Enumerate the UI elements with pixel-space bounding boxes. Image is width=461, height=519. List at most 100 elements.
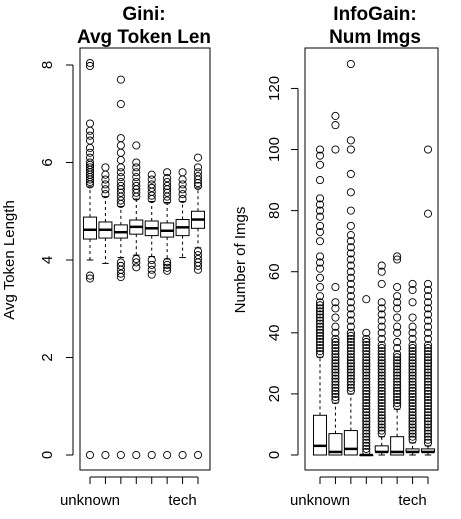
panel-infogain-outlier-point bbox=[377, 350, 386, 359]
panel-gini-y-tick-label: 0 bbox=[39, 451, 56, 459]
panel-gini-box-6 bbox=[160, 168, 175, 460]
panel-infogain-outlier-point bbox=[423, 399, 433, 408]
panel-infogain-outlier-point bbox=[408, 353, 417, 362]
panel-infogain-outlier-point bbox=[315, 316, 325, 325]
panel-infogain-outlier-point bbox=[362, 414, 371, 423]
panel-infogain-outlier-point bbox=[377, 414, 386, 423]
panel-gini-outlier-point bbox=[132, 163, 141, 172]
panel-infogain-box-4 bbox=[359, 295, 374, 457]
panel-infogain-outlier-point bbox=[331, 322, 340, 331]
panel-gini-outlier-point bbox=[85, 271, 95, 280]
panel-infogain-outlier-point bbox=[408, 399, 417, 408]
panel-infogain-outlier-point bbox=[362, 402, 371, 411]
panel-infogain-box-6 bbox=[390, 252, 405, 456]
panel-infogain-outlier-point bbox=[362, 350, 371, 359]
panel-gini-outlier-point bbox=[178, 450, 187, 460]
panel-gini-y-axis-title: Avg Token Length bbox=[1, 200, 18, 320]
panel-gini-box-rect bbox=[83, 216, 97, 240]
panel-infogain-outlier-point bbox=[408, 408, 417, 417]
panel-infogain-outlier-point bbox=[377, 365, 386, 374]
panel-infogain-outlier-point bbox=[346, 359, 355, 368]
panel-gini-outlier-point bbox=[193, 153, 203, 162]
panel-infogain-outlier-point bbox=[408, 423, 417, 432]
panel-infogain-outlier-point bbox=[408, 313, 417, 322]
panel-infogain-outlier-point bbox=[315, 160, 325, 169]
panel-infogain-outlier-point bbox=[331, 392, 340, 402]
panel-infogain-outlier-point bbox=[393, 344, 402, 353]
panel-infogain-outlier-point bbox=[423, 411, 433, 420]
panel-infogain-outlier-point bbox=[408, 368, 417, 377]
panel-gini-outlier-point bbox=[116, 450, 125, 460]
panel-infogain-outlier-point bbox=[377, 261, 386, 270]
panel-infogain-outlier-point bbox=[408, 383, 417, 392]
panel-infogain-outlier-point bbox=[346, 340, 355, 350]
panel-gini-outlier-point bbox=[101, 175, 110, 184]
panel-infogain-outlier-point bbox=[346, 371, 355, 380]
panel-gini-title-line-2: Avg Token Len bbox=[77, 27, 211, 48]
panel-gini-outlier-point bbox=[178, 168, 187, 177]
panel-infogain-outlier-point bbox=[346, 322, 355, 331]
panel-gini-outlier-point bbox=[116, 258, 125, 267]
panel-infogain-outlier-point bbox=[377, 426, 386, 435]
panel-infogain-outlier-point bbox=[362, 438, 371, 447]
panel-infogain-outlier-point bbox=[408, 359, 417, 368]
panel-infogain-outlier-point bbox=[423, 392, 433, 402]
panel-infogain-outlier-point bbox=[423, 285, 433, 295]
panel-gini-outlier-point bbox=[147, 191, 156, 200]
panel-gini-outlier-point bbox=[132, 258, 141, 267]
panel-infogain-outlier-point bbox=[377, 423, 386, 432]
panel-gini-box-5 bbox=[144, 170, 159, 460]
panel-gini-outlier-point bbox=[132, 450, 141, 460]
panel-gini-outlier-point bbox=[101, 185, 110, 194]
panel-gini-outlier-point bbox=[116, 173, 125, 182]
panel-gini-outlier-point bbox=[193, 247, 203, 256]
panel-infogain-outlier-point bbox=[423, 420, 433, 429]
panel-infogain-outlier-point bbox=[423, 362, 433, 371]
panel-infogain-y-tick-label: 40 bbox=[266, 324, 283, 341]
panel-infogain-outlier-point bbox=[377, 392, 386, 402]
panel-infogain-outlier-point bbox=[408, 395, 417, 405]
panel-infogain-outlier-point bbox=[331, 368, 340, 377]
panel-infogain-outlier-point bbox=[346, 169, 355, 179]
panel-infogain-outlier-point bbox=[331, 313, 340, 322]
panel-infogain-outlier-point bbox=[408, 374, 417, 383]
panel-gini-outlier-point bbox=[101, 190, 110, 199]
panel-gini-outlier-point bbox=[85, 153, 95, 162]
panel-gini-outlier-point bbox=[163, 174, 172, 183]
panel-gini-box-1 bbox=[83, 59, 97, 460]
panel-infogain-outlier-point bbox=[315, 331, 325, 340]
panel-infogain-outlier-point bbox=[315, 292, 325, 301]
panel-infogain-outlier-point bbox=[331, 365, 340, 374]
panel-infogain-outlier-point bbox=[331, 334, 340, 343]
panel-gini-x-axis: unknown tech bbox=[60, 476, 199, 509]
panel-infogain-outlier-point bbox=[362, 447, 371, 456]
panel-infogain-outlier-point bbox=[315, 350, 325, 359]
panel-infogain-boxes bbox=[313, 59, 435, 457]
panel-infogain-y-tick-label: 100 bbox=[266, 137, 283, 162]
panel-infogain-outlier-point bbox=[362, 337, 371, 347]
panel-infogain-outlier-point bbox=[362, 432, 371, 441]
panel-infogain-outlier-point bbox=[423, 334, 433, 343]
panel-infogain-y-axis: 0 20 40 60 80 100 120 bbox=[266, 76, 299, 459]
panel-infogain-outlier-point bbox=[408, 420, 417, 429]
panel-infogain-outlier-point bbox=[423, 209, 433, 218]
panel-infogain-outlier-point bbox=[393, 292, 402, 301]
panel-gini-outlier-point bbox=[132, 168, 141, 177]
panel-gini-box-4 bbox=[129, 141, 144, 460]
panel-infogain-outlier-point bbox=[377, 429, 386, 438]
panel-infogain-outlier-point bbox=[408, 432, 417, 441]
panel-infogain-outlier-point bbox=[408, 380, 417, 389]
panel-infogain-outlier-point bbox=[331, 374, 340, 383]
panel-infogain-outlier-point bbox=[331, 298, 340, 307]
panel-infogain-outlier-point bbox=[393, 362, 402, 371]
panel-infogain-outlier-point bbox=[315, 328, 325, 337]
panel-infogain-outlier-point bbox=[423, 405, 433, 414]
panel-infogain-outlier-point bbox=[346, 310, 355, 319]
panel-infogain-outlier-point bbox=[423, 423, 433, 432]
panel-gini-outlier-point bbox=[85, 158, 95, 167]
panel-infogain-outlier-point bbox=[362, 405, 371, 414]
panel-gini-box-2 bbox=[98, 163, 113, 460]
panel-infogain-outlier-point bbox=[408, 414, 417, 423]
panel-infogain-outlier-point bbox=[423, 408, 433, 417]
panel-infogain-outlier-point bbox=[423, 414, 433, 423]
